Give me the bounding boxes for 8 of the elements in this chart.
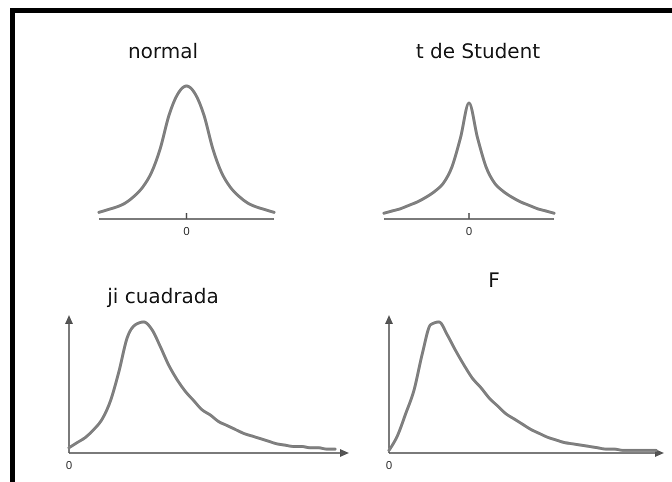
chart-title: normal [128,39,198,63]
chart-title: t de Student [416,39,540,63]
text: 0 [386,459,392,472]
text: 0 [66,459,72,472]
chart-title: ji cuadrada [106,284,219,308]
chart-title: F [488,268,500,292]
text: 0 [466,225,472,238]
text: 0 [183,225,190,238]
